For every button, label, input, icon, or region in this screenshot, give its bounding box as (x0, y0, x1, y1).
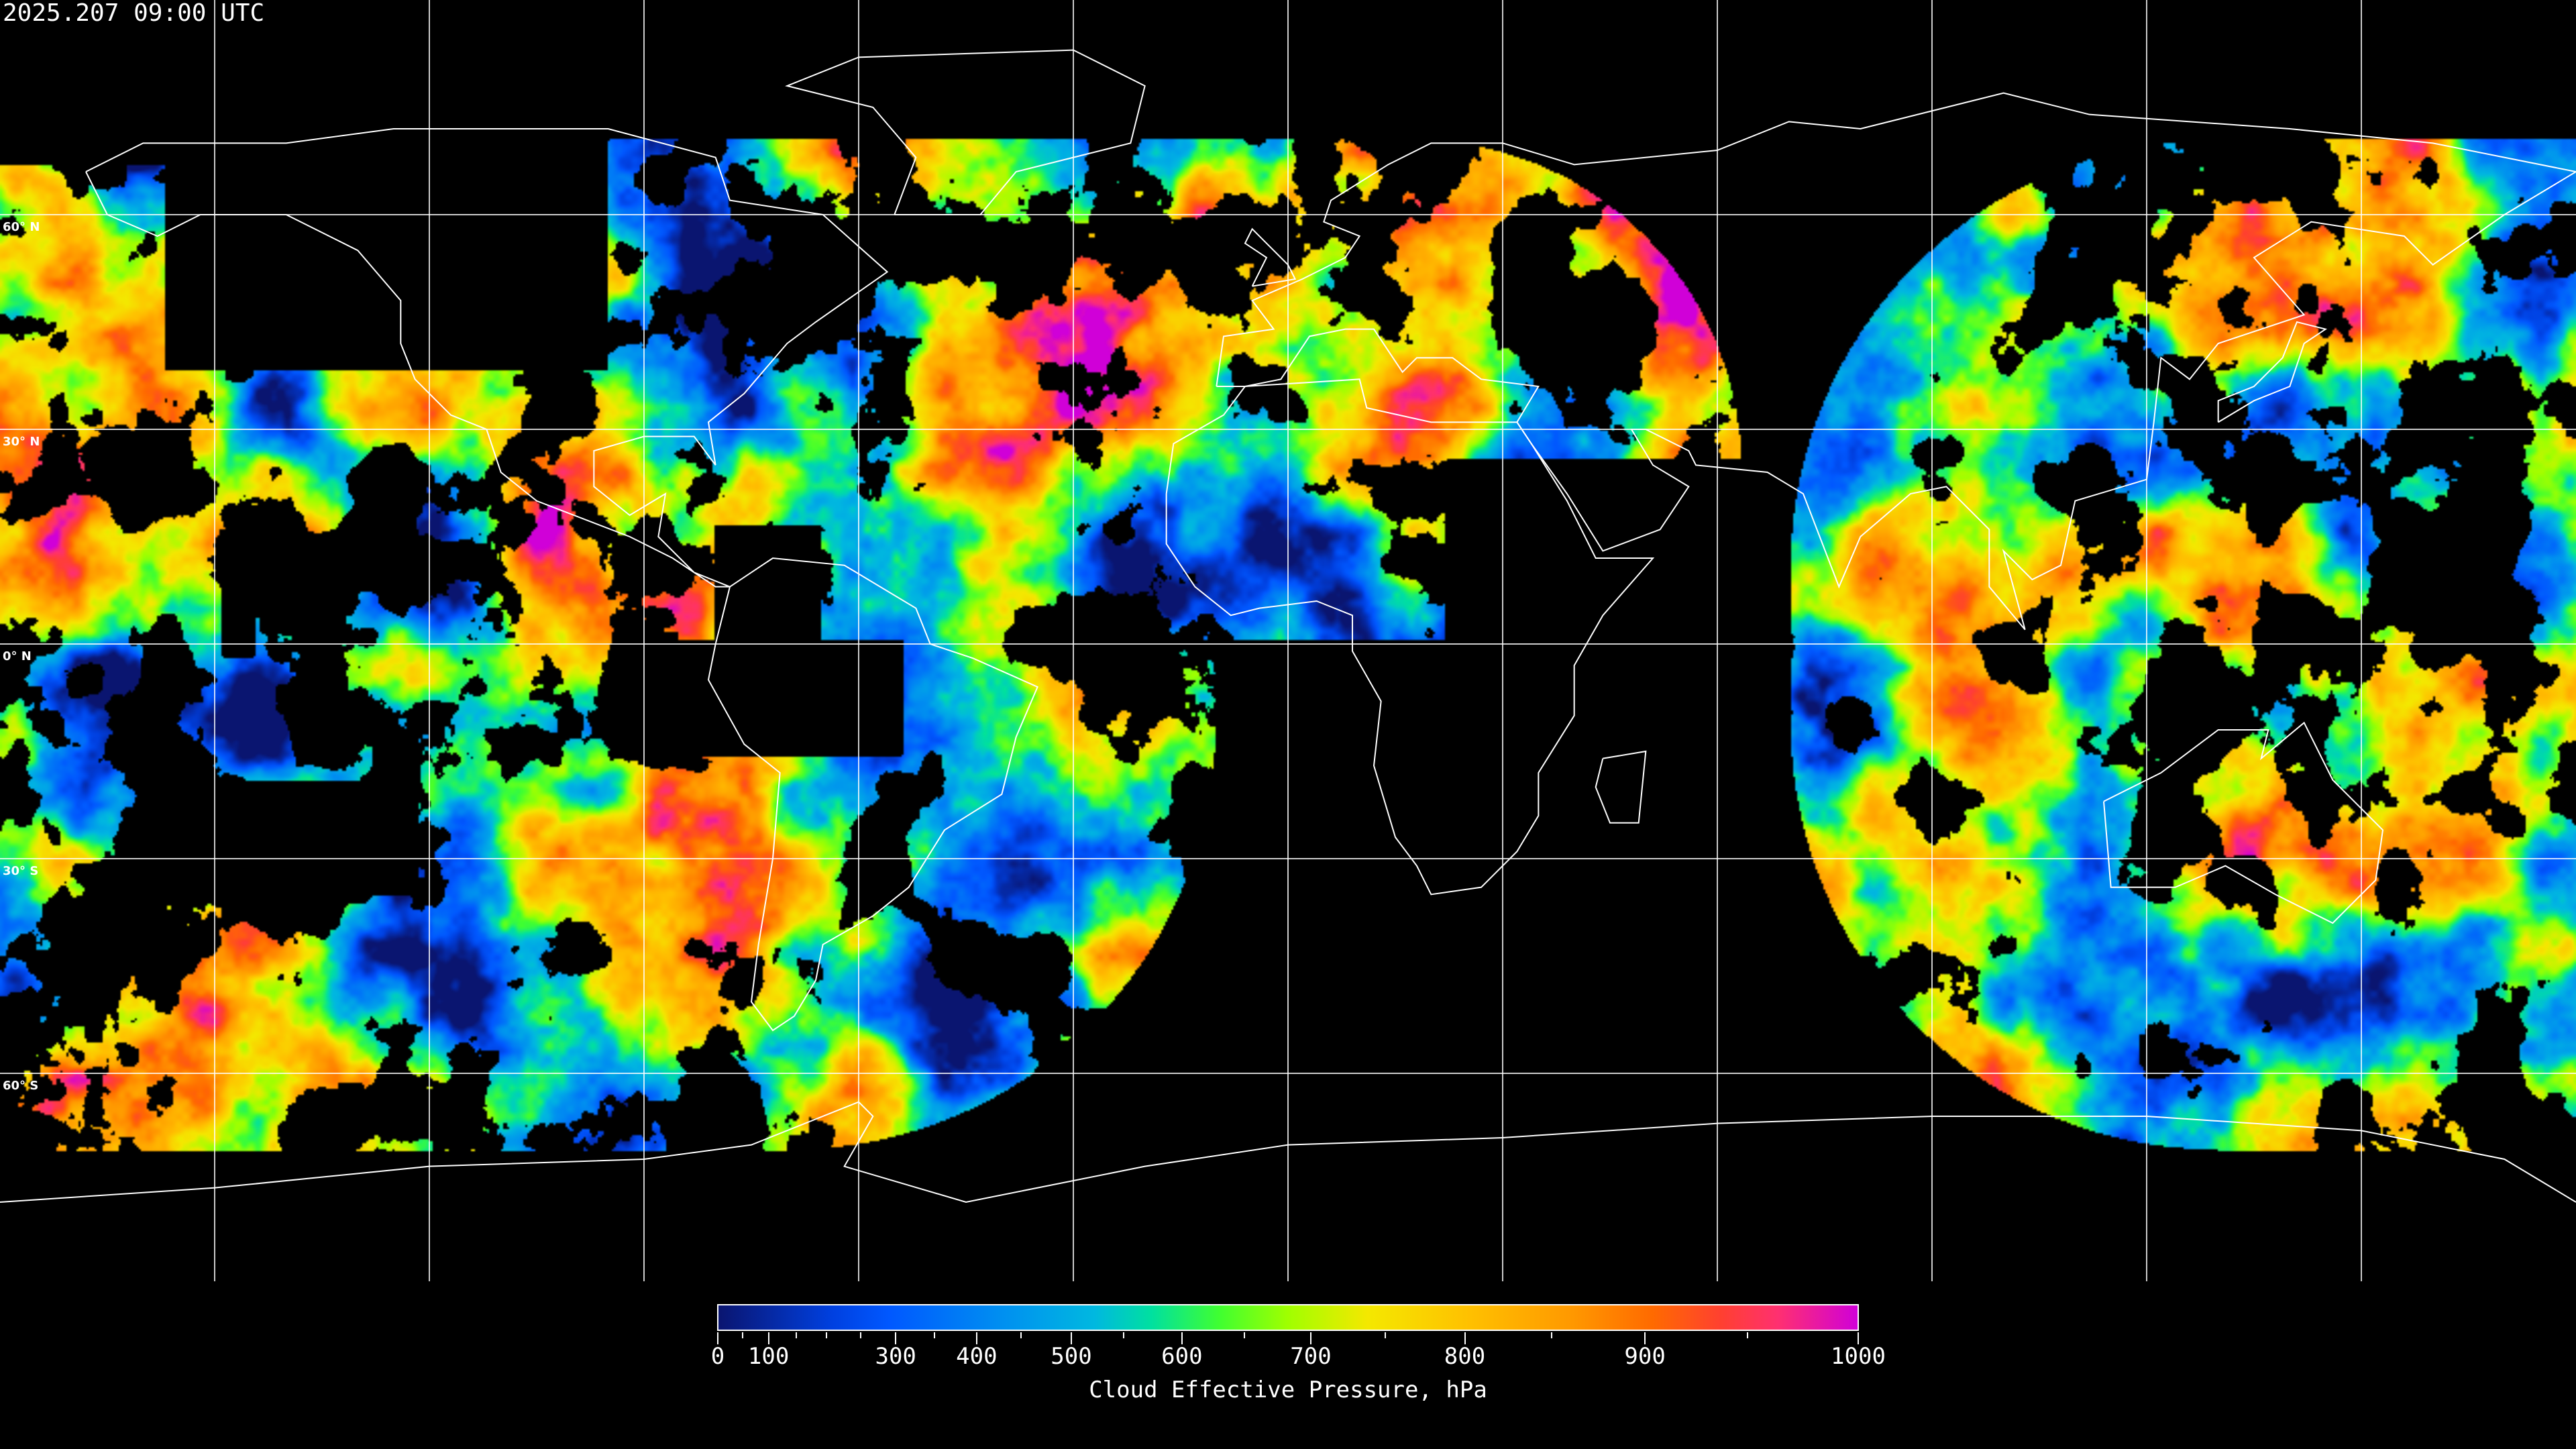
latitude-label: 30° N (3, 435, 40, 449)
coastline-uk (1244, 227, 1297, 287)
colorbar-tick-label: 600 (1161, 1343, 1203, 1370)
colorbar-tick-label: 800 (1444, 1343, 1486, 1370)
coastline-antarctica (0, 1101, 2576, 1203)
graticule (0, 0, 2576, 1281)
coastline-eurasia (1216, 92, 2576, 631)
colorbar-major-tick (1644, 1332, 1646, 1344)
colorbar-minor-tick (1020, 1332, 1022, 1338)
coastline-japan (2217, 321, 2328, 423)
coastline-greenland (785, 49, 1146, 215)
map-overlay (0, 0, 2576, 1281)
latitude-label: 0° N (3, 649, 32, 663)
latitude-label: 30° S (3, 864, 39, 878)
colorbar-tick-label: 1000 (1831, 1343, 1886, 1370)
colorbar-major-tick (1181, 1332, 1183, 1344)
colorbar-minor-tick (825, 1332, 827, 1338)
colorbar-major-tick (1858, 1332, 1859, 1344)
timestamp-title: 2025.207 09:00 UTC (3, 0, 265, 27)
colorbar-major-tick (1310, 1332, 1311, 1344)
coastline-south-america (707, 557, 1038, 1032)
map-view: 60° N 30° N 0° N 30° S 60° S (0, 0, 2576, 1288)
coastline-madagascar (1595, 750, 1647, 824)
coastline-africa (1165, 378, 1655, 896)
colorbar-tick-label: 300 (875, 1343, 916, 1370)
colorbar-minor-tick (796, 1332, 798, 1338)
colorbar-tick-label: 400 (956, 1343, 998, 1370)
coastline-australia (2103, 721, 2384, 924)
colorbar-tick-label: 900 (1624, 1343, 1666, 1370)
colorbar-major-tick (895, 1332, 897, 1344)
colorbar-major-tick (975, 1332, 977, 1344)
colorbar-minor-tick (1384, 1332, 1386, 1338)
colorbar-minor-tick (742, 1332, 744, 1338)
colorbar (717, 1304, 1859, 1331)
colorbar-major-tick (717, 1332, 718, 1344)
colorbar-tick-label: 0 (710, 1343, 725, 1370)
colorbar-major-tick (767, 1332, 769, 1344)
coastline-north-america (85, 128, 889, 588)
colorbar-tick-label: 100 (747, 1343, 790, 1370)
colorbar-minor-tick (1123, 1332, 1125, 1338)
latitude-label: 60° S (3, 1079, 39, 1093)
colorbar-minor-tick (1550, 1332, 1552, 1338)
colorbar-minor-tick (1244, 1332, 1246, 1338)
colorbar-tick-label: 500 (1051, 1343, 1092, 1370)
colorbar-label: Cloud Effective Pressure, hPa (1089, 1377, 1487, 1403)
colorbar-major-tick (1464, 1332, 1466, 1344)
colorbar-minor-tick (934, 1332, 935, 1338)
latitude-label: 60° N (3, 220, 40, 234)
colorbar-minor-tick (859, 1332, 861, 1338)
colorbar-minor-tick (1747, 1332, 1749, 1338)
colorbar-tick-label: 700 (1290, 1343, 1332, 1370)
colorbar-major-tick (1071, 1332, 1072, 1344)
